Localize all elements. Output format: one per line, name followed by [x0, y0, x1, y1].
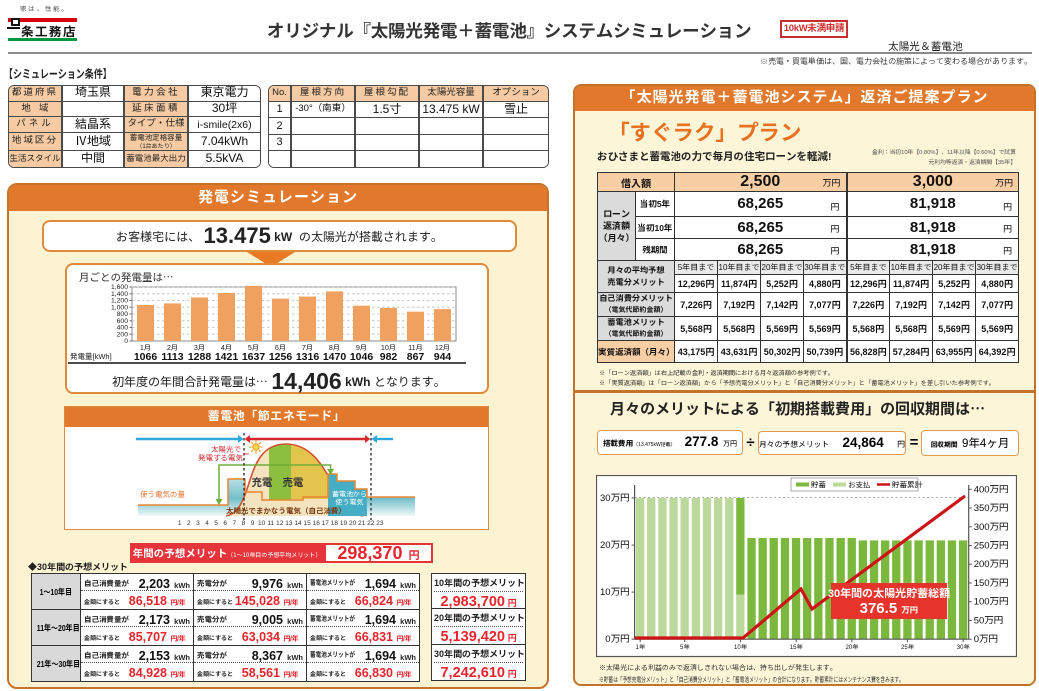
svg-text:250万円: 250万円 — [974, 541, 1009, 552]
svg-text:30万円: 30万円 — [600, 493, 630, 504]
svg-text:100万円: 100万円 — [974, 597, 1009, 608]
svg-text:1066: 1066 — [134, 351, 158, 363]
svg-text:売電: 売電 — [283, 477, 304, 489]
svg-text:15: 15 — [303, 520, 311, 527]
svg-text:13: 13 — [285, 520, 293, 527]
svg-text:10万円: 10万円 — [600, 587, 630, 598]
svg-text:発電量[kWh]: 発電量[kWh] — [70, 352, 112, 361]
svg-text:1637: 1637 — [242, 351, 266, 363]
svg-text:1,000: 1,000 — [111, 305, 128, 312]
svg-text:1046: 1046 — [350, 351, 374, 363]
svg-text:350万円: 350万円 — [974, 503, 1009, 514]
svg-text:20年: 20年 — [845, 643, 858, 651]
svg-text:11: 11 — [267, 520, 274, 527]
svg-text:8: 8 — [242, 520, 246, 527]
svg-text:400: 400 — [117, 325, 129, 332]
svg-text:150万円: 150万円 — [974, 578, 1009, 589]
svg-text:20: 20 — [349, 520, 357, 527]
svg-text:太陽光でまかなう電気（自己消費）: 太陽光でまかなう電気（自己消費） — [226, 507, 346, 516]
svg-text:9: 9 — [251, 520, 255, 527]
svg-text:30年間の太陽光貯蓄総額: 30年間の太陽光貯蓄総額 — [828, 587, 950, 600]
svg-text:0万円: 0万円 — [605, 634, 629, 645]
svg-text:1月: 1月 — [140, 343, 151, 352]
svg-text:600: 600 — [117, 318, 129, 325]
svg-text:11月: 11月 — [408, 343, 423, 352]
svg-text:10年: 10年 — [734, 643, 747, 651]
svg-text:5: 5 — [214, 520, 218, 527]
svg-text:17: 17 — [322, 520, 330, 527]
svg-text:20万円: 20万円 — [600, 540, 630, 551]
svg-text:200: 200 — [117, 332, 129, 339]
svg-text:16: 16 — [313, 520, 321, 527]
svg-text:5年: 5年 — [680, 643, 689, 651]
svg-text:200万円: 200万円 — [974, 559, 1009, 570]
svg-text:300万円: 300万円 — [974, 522, 1009, 533]
svg-text:22: 22 — [367, 520, 375, 527]
svg-text:3: 3 — [196, 520, 200, 527]
svg-text:15年: 15年 — [790, 643, 803, 651]
svg-text:12月: 12月 — [435, 343, 450, 352]
svg-text:10: 10 — [258, 520, 266, 527]
svg-text:400万円: 400万円 — [974, 484, 1009, 495]
svg-text:982: 982 — [380, 351, 398, 363]
svg-text:1316: 1316 — [296, 351, 320, 363]
svg-text:14: 14 — [294, 520, 302, 527]
svg-text:23: 23 — [376, 520, 384, 527]
svg-text:376.5 万円: 376.5 万円 — [860, 600, 919, 617]
svg-text:2: 2 — [187, 520, 191, 527]
svg-text:蓄電池から: 蓄電池から — [332, 491, 367, 499]
svg-text:7月: 7月 — [302, 343, 313, 352]
svg-text:貯蓄: 貯蓄 — [810, 481, 826, 490]
svg-text:0: 0 — [124, 338, 128, 345]
svg-text:6: 6 — [223, 520, 227, 527]
svg-text:25年: 25年 — [901, 643, 914, 651]
svg-text:30年: 30年 — [957, 643, 970, 651]
svg-text:使う電気: 使う電気 — [336, 499, 365, 507]
svg-text:1421: 1421 — [215, 351, 239, 363]
svg-text:867: 867 — [407, 351, 425, 363]
svg-text:5月: 5月 — [248, 343, 259, 352]
svg-text:1,200: 1,200 — [111, 298, 128, 305]
svg-text:3月: 3月 — [194, 343, 205, 352]
svg-text:1256: 1256 — [269, 351, 293, 363]
svg-text:10月: 10月 — [381, 343, 396, 352]
svg-text:19: 19 — [340, 520, 348, 527]
svg-text:充電: 充電 — [252, 477, 273, 489]
svg-text:9月: 9月 — [356, 343, 367, 352]
svg-text:18: 18 — [331, 520, 339, 527]
svg-text:4月: 4月 — [221, 343, 232, 352]
svg-text:1470: 1470 — [323, 351, 347, 363]
svg-text:1,600: 1,600 — [111, 284, 128, 291]
svg-text:1,400: 1,400 — [111, 291, 128, 298]
svg-text:貯蓄累計: 貯蓄累計 — [891, 481, 922, 490]
svg-text:4: 4 — [205, 520, 209, 527]
svg-text:使う電気の量: 使う電気の量 — [140, 490, 185, 499]
svg-text:6月: 6月 — [275, 343, 286, 352]
svg-text:1113: 1113 — [161, 351, 183, 363]
svg-text:7: 7 — [232, 520, 236, 527]
svg-text:1: 1 — [178, 520, 182, 527]
svg-text:発電する電気: 発電する電気 — [198, 454, 243, 463]
svg-text:21: 21 — [358, 520, 366, 527]
svg-text:0万円: 0万円 — [974, 634, 998, 645]
svg-text:50万円: 50万円 — [974, 616, 1004, 627]
svg-text:2月: 2月 — [167, 343, 178, 352]
svg-text:800: 800 — [117, 311, 129, 318]
svg-text:1年: 1年 — [636, 643, 645, 651]
svg-text:12: 12 — [276, 520, 284, 527]
svg-text:944: 944 — [434, 351, 452, 363]
svg-text:太陽光で: 太陽光で — [211, 445, 241, 454]
svg-text:お支払: お支払 — [848, 481, 871, 490]
svg-text:8月: 8月 — [329, 343, 340, 352]
svg-text:1288: 1288 — [188, 351, 212, 363]
